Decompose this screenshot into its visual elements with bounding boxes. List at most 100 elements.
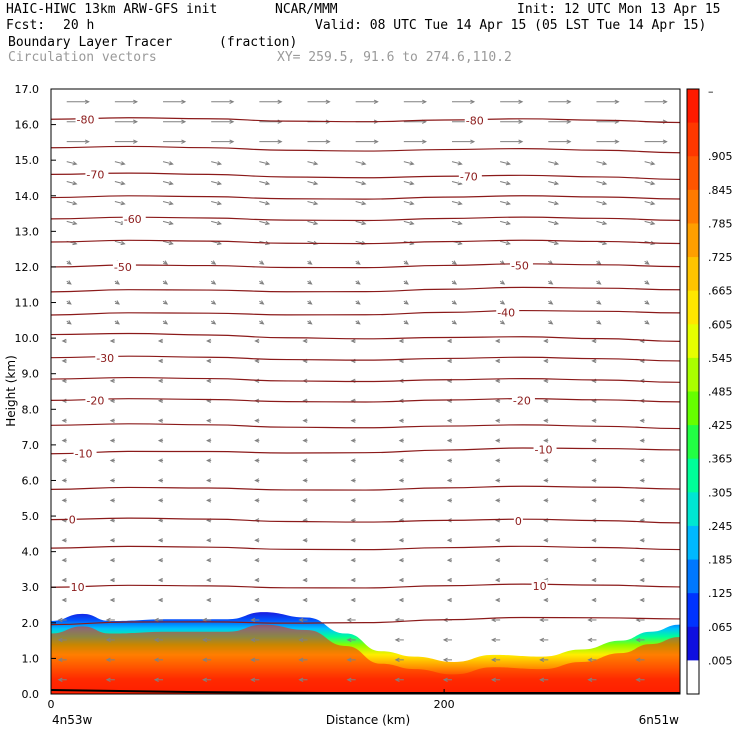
vector-head [602,161,608,166]
vector-head [350,438,356,443]
vector-head [84,139,90,144]
vector-head [494,358,500,364]
vector-head [543,557,549,563]
valid-time: Valid: 08 UTC Tue 14 Apr 15 (05 LST Tue … [315,18,707,33]
vector-arrow [500,240,510,245]
vector-head [302,597,308,603]
vector-head [553,161,560,166]
colorbar-label: .125 [708,587,733,600]
vector-head [302,418,308,423]
vector-head [602,200,608,206]
vector-arrow [451,200,462,205]
colorbar-segment [687,660,699,695]
vector-head [446,358,452,364]
vector-arrow [307,181,318,185]
temperature-contour [51,517,680,524]
contour-label-bg [531,579,548,592]
vector-head [494,418,500,423]
vector-head [591,358,597,364]
vector-head [442,657,448,663]
vector-head [211,260,217,265]
vector-arrow [259,161,270,165]
vector-head [346,617,352,623]
vector-head [490,657,496,663]
vector-head [157,538,163,543]
vector-arrow [162,200,173,205]
vector-head [254,557,260,563]
x-axis: 0 200 [48,689,455,711]
vector-head [591,458,597,463]
vector-arrow [500,161,510,165]
vector-head [302,338,308,344]
colorbar-segment [687,223,699,258]
vector-head [133,139,139,144]
contour-label-bg [458,170,482,183]
vector-head [403,280,409,285]
vector-head [361,200,367,206]
vector-head [446,498,452,503]
vector-head [346,637,352,643]
vector-arrow [259,181,270,185]
vector-head [442,637,448,643]
vector-head [635,657,641,663]
vector-head [422,139,427,144]
vector-head [566,99,572,105]
tracer-core [51,624,680,694]
vector-head [518,139,524,144]
vector-head [490,617,496,623]
temperature-contour [51,616,680,626]
vector-head [505,220,511,226]
vector-head [553,181,560,186]
vector-head [350,338,356,344]
plot-frame [50,88,681,695]
vector-head [157,478,163,483]
colorbar-label: – [708,85,714,98]
temperature-contour [51,398,680,403]
vector-head [543,458,549,463]
org-label: NCAR/MMM [275,2,338,17]
contour-label-bg [464,114,488,127]
vector-arrow [211,200,222,205]
vector-head [596,300,602,305]
contour-label-bg [533,443,557,456]
vector-head [350,597,356,603]
vector-head [254,438,260,443]
vector-head [109,438,115,443]
colorbar-label: .545 [708,352,733,365]
vector-arrow [66,200,77,205]
colorbar-segment [687,425,699,460]
colorbar-segment [687,290,699,325]
vector-head [202,657,208,663]
contour-label: -50 [511,260,529,273]
vector-head [153,637,159,643]
vector-arrow [451,161,462,165]
vector-head [639,538,645,543]
vector-arrow [307,220,318,225]
vector-head [591,557,597,563]
vector-head [409,200,415,206]
vector-head [494,338,500,344]
vector-head [250,657,256,663]
vector-head [591,538,597,543]
vector-head [398,478,404,483]
vector-arrow [644,161,655,165]
vector-head [639,458,645,463]
colorbar-label: .905 [708,150,733,163]
vector-arrow [403,220,414,225]
vector-head [543,498,549,503]
vector-head [163,300,169,305]
vector-head [181,119,187,124]
vector-head [639,597,645,603]
vector-head [596,280,602,285]
vector-head [490,677,496,682]
vector-head [566,119,572,124]
y-tick-label: 17.0 [15,83,40,96]
vector-arrow [259,220,270,225]
vector-head [446,418,452,423]
vector-head [109,378,115,384]
vector-head [206,597,212,603]
vector-head [548,300,554,305]
vector-head [66,300,72,305]
vector-head [650,220,656,226]
